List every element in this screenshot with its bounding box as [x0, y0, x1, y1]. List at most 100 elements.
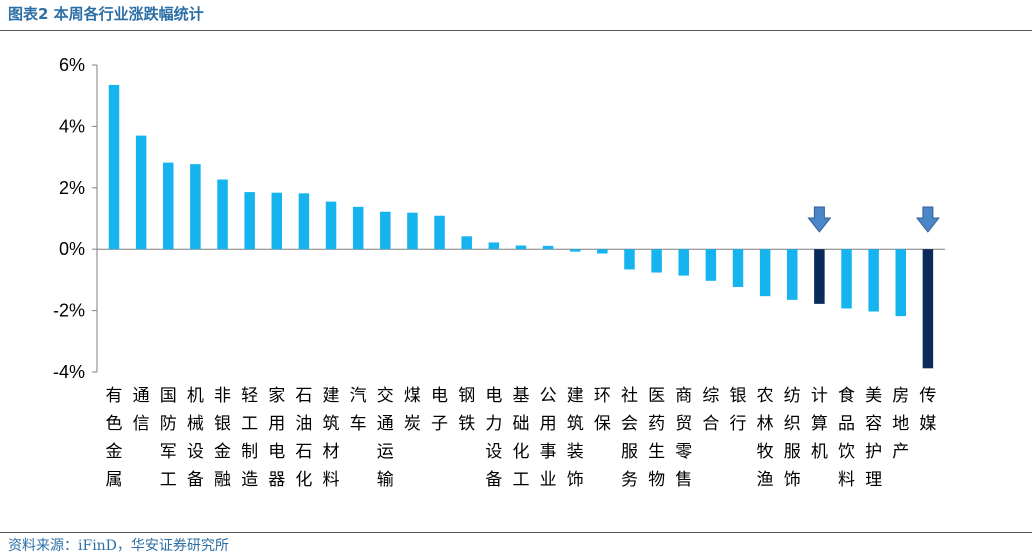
y-tick-label: 6%: [59, 55, 85, 75]
x-tick-label-char: 理: [865, 470, 882, 490]
x-tick-label-char: 用: [268, 414, 285, 434]
top-divider: [0, 30, 1032, 31]
bar-基础化工: [515, 245, 527, 250]
bar-汽车: [352, 206, 364, 250]
x-tick-label-char: 筑: [567, 414, 584, 434]
x-tick-label-char: 金: [106, 442, 123, 462]
x-tick-label-char: 工: [160, 470, 177, 490]
x-tick-label-char: 装: [567, 442, 584, 462]
x-tick-label-char: 电: [485, 386, 502, 406]
bar-医药生物: [651, 249, 662, 273]
x-tick-label-char: 非: [214, 386, 231, 406]
x-tick-label-char: 医: [648, 386, 665, 406]
x-tick-label-char: 纺: [784, 386, 801, 406]
x-tick-label-char: 饰: [784, 470, 801, 490]
bar-建筑装饰: [569, 249, 581, 252]
x-tick-label-char: 保: [594, 414, 611, 434]
x-tick-label-char: 合: [702, 414, 719, 434]
x-tick-label-char: 机: [187, 386, 204, 406]
y-tick-label: 2%: [59, 178, 85, 198]
down-arrow-icon: [807, 206, 832, 233]
chart-title: 图表2 本周各行业涨跌幅统计: [8, 5, 204, 23]
x-tick-label-char: 服: [784, 442, 801, 462]
x-tick-label-char: 物: [648, 470, 665, 490]
x-tick-label-char: 电: [268, 442, 285, 462]
y-tick-label: 4%: [59, 116, 85, 136]
bar-国防军工: [163, 162, 174, 250]
x-tick-label-char: 金: [214, 442, 231, 462]
x-tick-label-char: 售: [675, 470, 692, 490]
x-tick-label-char: 备: [187, 470, 204, 490]
bar-石油石化: [298, 193, 310, 250]
x-tick-label-char: 工: [512, 470, 529, 490]
x-tick-label-char: 钢: [458, 386, 475, 406]
x-tick-label-char: 传: [919, 386, 936, 406]
x-tick-label-char: 算: [811, 414, 828, 434]
x-tick-label-char: 工: [241, 414, 258, 434]
x-tick-label-char: 煤: [404, 386, 421, 406]
x-tick-label-char: 建: [323, 386, 340, 406]
x-tick-label-char: 料: [323, 470, 340, 490]
y-tick-label: -2%: [53, 301, 85, 321]
bar-建筑材料: [325, 201, 337, 250]
x-tick-label-char: 社: [621, 386, 638, 406]
down-arrow-icon: [915, 206, 940, 233]
x-tick-label-char: 银: [214, 414, 231, 434]
bar-传媒: [922, 249, 934, 369]
x-tick-label-char: 服: [621, 442, 638, 462]
x-tick-label-char: 通: [377, 414, 394, 434]
source-note: 资料来源：iFinD，华安证券研究所: [8, 538, 229, 554]
y-tick-label: 0%: [59, 239, 85, 259]
bar-综合: [705, 249, 717, 281]
x-tick-label-char: 料: [838, 470, 855, 490]
x-tick-label-char: 融: [214, 470, 231, 490]
x-tick-label-char: 林: [757, 414, 774, 434]
bar-计算机: [814, 249, 825, 304]
bar-轻工制造: [244, 192, 255, 250]
x-tick-label-char: 输: [377, 470, 394, 490]
bar-家用电器: [271, 192, 283, 250]
x-tick-label-char: 会: [621, 414, 638, 434]
x-tick-label-char: 产: [892, 442, 909, 462]
bar-电力设备: [488, 242, 500, 250]
bar-食品饮料: [841, 249, 852, 309]
x-tick-label-char: 械: [187, 414, 204, 434]
x-tick-label-char: 护: [865, 442, 882, 462]
x-tick-label-char: 力: [485, 414, 502, 434]
y-tick-label: -4%: [53, 362, 85, 382]
bar-社会服务: [624, 249, 635, 270]
x-tick-label-char: 食: [838, 386, 855, 406]
bar-机械设备: [190, 164, 201, 250]
x-tick-label-char: 容: [865, 414, 882, 434]
x-tick-label-char: 品: [838, 414, 855, 434]
x-tick-label-char: 造: [241, 470, 258, 490]
x-tick-label-char: 牧: [757, 442, 774, 462]
x-tick-label-char: 通: [133, 386, 150, 406]
x-tick-label-char: 制: [241, 442, 258, 462]
bar-通信: [135, 135, 147, 250]
x-tick-label-char: 石: [295, 442, 312, 462]
x-tick-label-char: 备: [485, 470, 502, 490]
x-tick-label-char: 汽: [350, 386, 367, 406]
x-tick-label-char: 化: [295, 470, 312, 490]
bottom-divider: [0, 532, 1032, 533]
x-tick-label-char: 农: [757, 386, 774, 406]
x-tick-label-char: 油: [295, 414, 312, 434]
x-tick-label-char: 饮: [838, 442, 855, 462]
x-tick-label-char: 业: [540, 470, 557, 490]
x-tick-label-char: 商: [675, 386, 692, 406]
x-tick-label-char: 铁: [458, 414, 475, 434]
x-tick-label-char: 机: [811, 442, 828, 462]
x-tick-label-char: 交: [377, 386, 394, 406]
bar-商贸零售: [678, 249, 689, 276]
x-tick-label-char: 事: [540, 442, 557, 462]
bar-交通运输: [380, 211, 391, 250]
x-tick-label-char: 化: [512, 442, 529, 462]
x-tick-label-char: 电: [431, 386, 448, 406]
x-tick-label-char: 信: [133, 414, 150, 434]
x-tick-label-char: 筑: [323, 414, 340, 434]
x-tick-label-char: 子: [431, 414, 448, 434]
x-tick-label-char: 国: [160, 386, 177, 406]
x-tick-label-char: 材: [323, 442, 340, 462]
bar-房地产: [895, 249, 907, 317]
